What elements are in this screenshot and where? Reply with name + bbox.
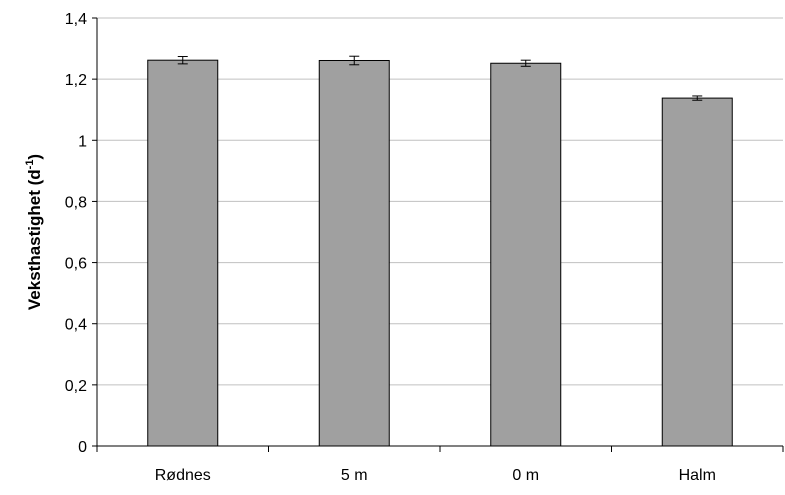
axes bbox=[92, 17, 784, 452]
tick-labels: 0 0,2 0,4 0,6 0,8 1 1,2 1,4 Rødnes 5 m 0 m Halm bbox=[65, 11, 716, 484]
bar bbox=[147, 59, 219, 447]
y-axis-title-suffix: ) bbox=[25, 154, 44, 160]
y-tick-label: 0,2 bbox=[65, 378, 87, 395]
bar bbox=[661, 97, 733, 447]
y-tick-label: 0,4 bbox=[65, 317, 87, 334]
bars bbox=[147, 55, 733, 447]
y-axis-title-prefix: Veksthastighet (d bbox=[25, 169, 44, 310]
y-tick-label: 0,6 bbox=[65, 256, 87, 273]
x-tick-label: 5 m bbox=[341, 467, 368, 484]
y-tick-label: 0 bbox=[78, 439, 87, 456]
bar bbox=[490, 62, 562, 447]
x-tick-label: 0 m bbox=[512, 467, 539, 484]
y-tick-label: 1 bbox=[78, 133, 87, 150]
y-tick-label: 1,4 bbox=[65, 11, 87, 28]
bar bbox=[318, 59, 390, 447]
x-tick-label: Rødnes bbox=[155, 467, 211, 484]
x-tick-label: Halm bbox=[679, 467, 716, 484]
y-axis-title-superscript: -1 bbox=[24, 160, 36, 170]
y-tick-label: 0,8 bbox=[65, 194, 87, 211]
y-axis-title: Veksthastighet (d-1) bbox=[24, 154, 44, 310]
y-tick-label: 1,2 bbox=[65, 72, 87, 89]
